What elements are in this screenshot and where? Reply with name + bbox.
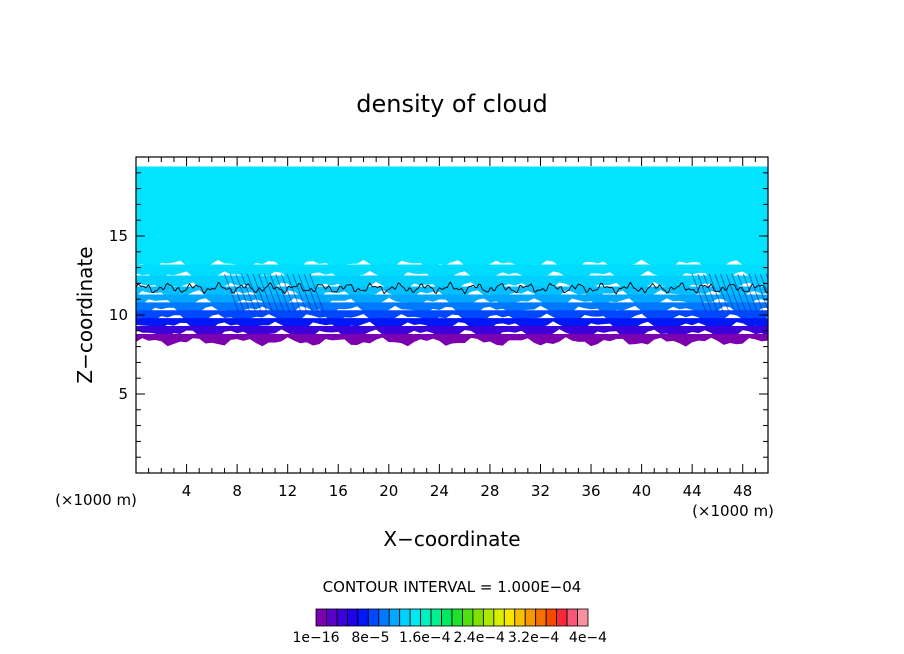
colorbar-swatch: [367, 608, 380, 627]
wave-streak: [708, 273, 724, 313]
colorbar-swatch: [514, 608, 526, 627]
colorbar-swatch: [482, 608, 495, 627]
wave-streak: [731, 273, 747, 313]
colorbar-swatch: [388, 608, 401, 627]
colorbar-swatch: [430, 608, 442, 627]
colorbar-swatch: [441, 608, 453, 627]
colorbar-swatch: [566, 608, 578, 627]
wave-streak: [280, 273, 296, 313]
colorbar-swatch: [378, 608, 390, 627]
y-tick-label: 5: [118, 385, 128, 403]
wave-streak: [275, 273, 291, 313]
wave-streak: [309, 273, 325, 313]
wave-streak: [725, 273, 741, 313]
colorbar-label: 8e−5: [351, 630, 389, 646]
x-tick-label: 32: [531, 482, 550, 500]
colorbar-swatch: [524, 608, 537, 627]
colorbar-label: 1e−16: [292, 630, 339, 646]
x-tick-label: 8: [232, 482, 242, 500]
colorbar-swatch: [451, 608, 463, 627]
wave-streak: [258, 273, 273, 313]
wave-streak: [720, 273, 735, 313]
x-tick-label: 36: [581, 482, 600, 500]
colorbar-labels: 1e−16 8e−5 1.6e−4 2.4e−4 3.2e−4 4e−4: [292, 630, 607, 646]
y-tick-label: 15: [109, 227, 128, 245]
contour-interval-text: CONTOUR INTERVAL = 1.000E−04: [323, 578, 582, 596]
wave-streak: [263, 273, 279, 313]
colorbar-label: 3.2e−4: [508, 630, 560, 646]
y-axis: 5 10 15: [109, 172, 768, 458]
wave-streak: [269, 273, 285, 313]
x-tick-label: 20: [379, 482, 398, 500]
x-unit-left: (×1000 m): [55, 491, 137, 509]
wave-streak: [748, 273, 764, 313]
wave-streak: [703, 273, 718, 313]
colorbar-swatch: [493, 608, 505, 627]
x-tick-label: 24: [430, 482, 449, 500]
field-band: [136, 333, 768, 347]
colorbar-swatch: [462, 608, 474, 627]
wave-streak: [286, 273, 302, 313]
x-tick-label: 4: [182, 482, 192, 500]
colorbar-swatch: [336, 608, 348, 627]
wave-streak: [246, 273, 262, 313]
field-band: [136, 294, 768, 307]
wave-streak: [224, 273, 239, 313]
density-field: [136, 166, 768, 347]
colorbar-label: 1.6e−4: [399, 630, 451, 646]
wave-streak: [742, 273, 758, 313]
colorbar-swatch: [556, 608, 568, 627]
colorbar-swatch: [503, 608, 516, 627]
x-tick-label: 48: [733, 482, 752, 500]
field-band: [136, 318, 768, 331]
x-unit-right: (×1000 m): [692, 502, 774, 520]
wave-streak: [714, 273, 730, 313]
contour-line: [136, 281, 768, 295]
chart-title: density of cloud: [356, 90, 547, 118]
colorbar-swatch: [346, 608, 359, 627]
colorbar-swatch: [326, 608, 338, 627]
x-tick-label: 16: [329, 482, 348, 500]
x-tick-label: 44: [683, 482, 702, 500]
colorbar-swatch: [420, 608, 432, 627]
x-tick-label: 12: [278, 482, 297, 500]
colorbar-swatch: [535, 608, 547, 627]
wave-streak: [697, 273, 713, 313]
colorbar-swatch: [315, 608, 327, 627]
wave-streak: [229, 273, 245, 313]
colorbar-swatch: [545, 608, 558, 627]
colorbar-label: 2.4e−4: [453, 630, 505, 646]
y-tick-label: 10: [109, 306, 128, 324]
x-axis: 4 8 12 16 20 24 28 32 36 40 44 48: [148, 157, 756, 500]
wave-streak: [252, 273, 268, 313]
x-tick-label: 40: [632, 482, 651, 500]
colorbar-swatch: [357, 608, 369, 627]
wave-streak: [737, 273, 753, 313]
colorbar-label: 4e−4: [569, 630, 607, 646]
wave-streak: [691, 273, 707, 313]
wave-streak: [754, 273, 768, 312]
x-axis-label: X−coordinate: [383, 527, 520, 551]
colorbar-swatch: [472, 608, 484, 627]
colorbar: [315, 608, 589, 627]
colorbar-swatch: [577, 608, 589, 627]
wave-streak: [759, 273, 768, 297]
field-band: [136, 286, 768, 300]
colorbar-swatch: [399, 608, 411, 627]
wave-streak: [235, 273, 251, 313]
wave-streak: [303, 273, 319, 313]
y-axis-label: Z−coordinate: [73, 246, 97, 383]
field-band: [136, 166, 768, 269]
x-tick-label: 28: [480, 482, 499, 500]
wave-streak: [241, 273, 256, 313]
colorbar-swatch: [409, 608, 422, 627]
wave-streak: [297, 273, 313, 313]
wave-streak: [292, 273, 308, 313]
contour-lines: [136, 273, 768, 313]
